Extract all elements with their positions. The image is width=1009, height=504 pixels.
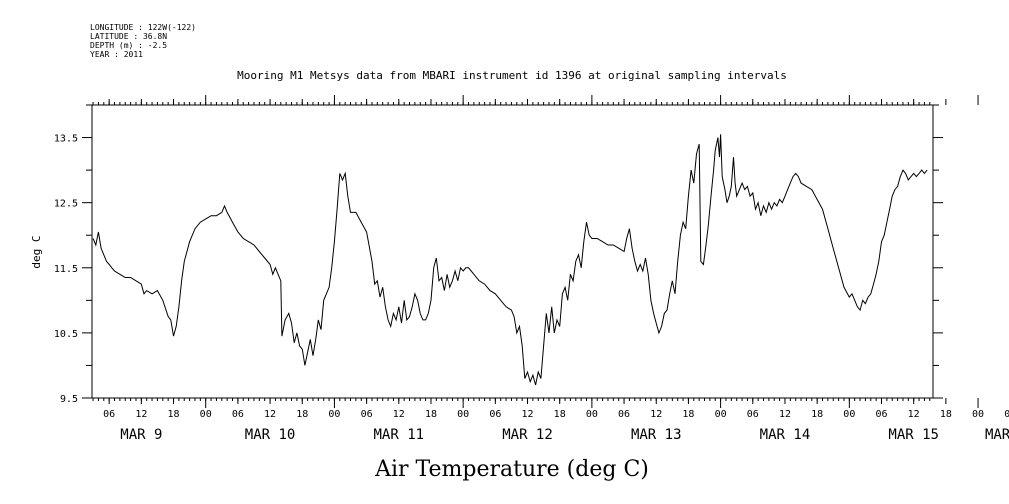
x-date-label: MAR 13 xyxy=(631,427,682,443)
x-date-label: MAR 9 xyxy=(120,427,162,443)
x-tick-label: 18 xyxy=(296,409,308,420)
x-tick-label: 06 xyxy=(489,409,501,420)
x-tick-label: 06 xyxy=(747,409,759,420)
x-date-label: MAR 16 xyxy=(985,427,1009,443)
meta-depth: DEPTH (m) : -2.5 xyxy=(90,41,167,50)
x-tick-label: 18 xyxy=(811,409,823,420)
x-tick-label: 18 xyxy=(168,409,180,420)
x-tick-label: 12 xyxy=(264,409,276,420)
x-axis: 06 12 18 00 06 12 18 00 06 12 18 00 06 12 18 00 06 12 18 00… xyxy=(103,95,1009,443)
x-tick-label: 12 xyxy=(521,409,533,420)
x-tick-label: 12 xyxy=(135,409,147,420)
x-date-label: MAR 14 xyxy=(760,427,811,443)
x-tick-label: 00 xyxy=(843,409,855,420)
metadata-block: LONGITUDE : 122W(-122) LATITUDE : 36.8N … xyxy=(90,23,196,59)
series-line-air-temperature xyxy=(92,134,928,386)
meta-year: YEAR : 2011 xyxy=(90,50,143,59)
x-tick-label: 18 xyxy=(940,409,952,420)
plot-frame xyxy=(91,104,934,399)
x-date-label: MAR 10 xyxy=(245,427,296,443)
x-tick-label: 06 xyxy=(232,409,244,420)
x-axis-label: Air Temperature (deg C) xyxy=(374,457,649,482)
meta-latitude: LATITUDE : 36.8N xyxy=(90,32,167,41)
x-tick-label: 18 xyxy=(425,409,437,420)
x-tick-label: 00 xyxy=(586,409,598,420)
x-tick-label: 18 xyxy=(682,409,694,420)
x-tick-label: 06 xyxy=(103,409,115,420)
x-date-label: MAR 15 xyxy=(888,427,939,443)
x-tick-label: 12 xyxy=(393,409,405,420)
x-date-label: MAR 12 xyxy=(502,427,553,443)
meta-longitude: LONGITUDE : 122W(-122) xyxy=(90,23,196,32)
x-tick-label: 18 xyxy=(554,409,566,420)
x-tick-label: 06 xyxy=(1004,409,1009,420)
x-tick-label: 12 xyxy=(650,409,662,420)
x-tick-label: 06 xyxy=(361,409,373,420)
x-tick-label: 00 xyxy=(715,409,727,420)
x-tick-label: 00 xyxy=(200,409,212,420)
x-tick-label: 12 xyxy=(779,409,791,420)
x-tick-label: 00 xyxy=(328,409,340,420)
x-tick-label: 00 xyxy=(972,409,984,420)
y-tick-label: 13.5 xyxy=(54,134,78,145)
y-axis-label: deg C xyxy=(30,235,43,268)
y-tick-label: 12.5 xyxy=(54,199,78,210)
x-date-label: MAR 11 xyxy=(374,427,425,443)
x-tick-label: 00 xyxy=(457,409,469,420)
y-tick-label: 10.5 xyxy=(54,329,78,340)
x-tick-label: 06 xyxy=(875,409,887,420)
y-tick-label: 9.5 xyxy=(60,394,78,405)
y-axis: 9.5 10.5 11.5 12.5 13.5 xyxy=(54,104,943,405)
chart-title: Mooring M1 Metsys data from MBARI instru… xyxy=(237,69,787,82)
x-tick-label: 12 xyxy=(908,409,920,420)
minor-ticks xyxy=(92,102,931,401)
y-tick-label: 11.5 xyxy=(54,264,78,275)
x-tick-label: 06 xyxy=(618,409,630,420)
